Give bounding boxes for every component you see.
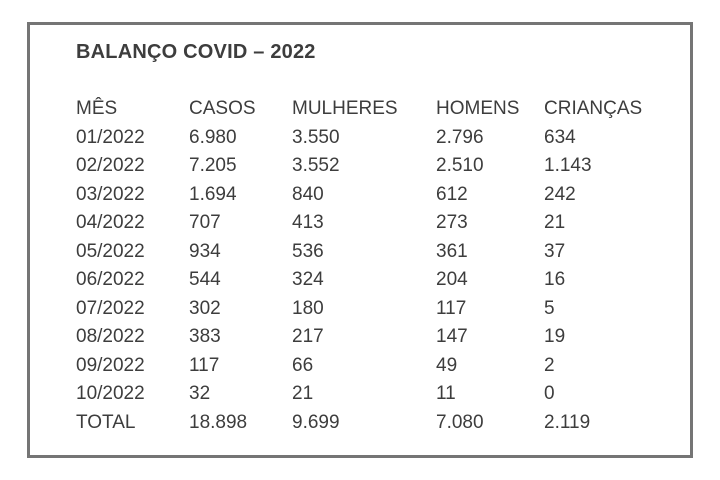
table-cell: 840: [292, 183, 324, 205]
table-cell: 19: [544, 326, 566, 347]
table-cell: 217: [292, 326, 324, 347]
table-cell: 04/2022: [76, 212, 145, 233]
table-cell: 117: [189, 354, 220, 376]
table-cell: 07/2022: [76, 297, 145, 319]
table-head: MÊS CASOS MULHERES HOMENS CRIANÇAS: [76, 95, 676, 124]
table-row: 03/2022 1.694 840 612 242: [76, 181, 676, 210]
table-cell: 324: [292, 269, 324, 290]
table-cell: 21: [544, 212, 566, 233]
table-cell: 2.119: [544, 411, 591, 433]
table-row: 06/2022 544 324 204 16: [76, 266, 676, 295]
table-row: 08/2022 383 217 147 19: [76, 323, 676, 352]
table-cell: 361: [436, 240, 468, 262]
table-row: 07/2022 302 180 117 5: [76, 295, 676, 324]
table-cell: 5: [544, 297, 555, 319]
table-cell: 09/2022: [76, 354, 145, 376]
table-cell: 32: [189, 383, 211, 404]
column-header: HOMENS: [436, 98, 520, 119]
table-cell: 1.694: [189, 183, 237, 205]
table-cell: 117: [436, 297, 467, 319]
table-cell: 413: [292, 212, 324, 233]
table-cell: 6.980: [189, 126, 237, 148]
table-cell: 10/2022: [76, 383, 145, 404]
table-cell: TOTAL: [76, 411, 136, 433]
table-cell: 18.898: [189, 411, 248, 433]
table-cell: 180: [292, 297, 324, 319]
table-cell: 544: [189, 269, 221, 290]
table-cell: 302: [189, 297, 221, 319]
column-header: MÊS: [76, 98, 118, 119]
table-cell: 03/2022: [76, 183, 145, 205]
column-header: CASOS: [189, 98, 256, 119]
table-row: TOTAL 18.898 9.699 7.080 2.119: [76, 409, 676, 438]
table-cell: 2: [544, 354, 555, 376]
table-cell: 2.510: [436, 155, 484, 176]
table-cell: 37: [544, 240, 566, 262]
table-cell: 383: [189, 326, 221, 347]
table-cell: 273: [436, 212, 468, 233]
table-cell: 2.796: [436, 126, 484, 148]
column-header: MULHERES: [292, 98, 398, 119]
table-cell: 3.550: [292, 126, 340, 148]
table-row: 05/2022 934 536 361 37: [76, 238, 676, 267]
table-body: 01/2022 6.980 3.550 2.796 634 02/2022 7.205 3.5…: [76, 124, 676, 438]
table-row: 01/2022 6.980 3.550 2.796 634: [76, 124, 676, 153]
table-frame: BALANÇO COVID – 2022 MÊS CASOS MULHERES HOM…: [27, 22, 693, 458]
table-cell: 9.699: [292, 411, 340, 433]
table-cell: 66: [292, 354, 314, 376]
document-title: BALANÇO COVID – 2022: [76, 41, 316, 63]
table-cell: 11: [436, 383, 456, 404]
table-cell: 08/2022: [76, 326, 145, 347]
table-row: 02/2022 7.205 3.552 2.510 1.143: [76, 152, 676, 181]
table-cell: 7.080: [436, 411, 484, 433]
table-cell: 1.143: [544, 155, 592, 176]
table-cell: 707: [189, 212, 221, 233]
table-cell: 01/2022: [76, 126, 145, 148]
covid-balance-table: MÊS CASOS MULHERES HOMENS CRIANÇAS 01/2022 6.…: [76, 95, 676, 437]
table-row: 04/2022 707 413 273 21: [76, 209, 676, 238]
table-cell: 204: [436, 269, 468, 290]
table-cell: 21: [292, 383, 314, 404]
table-cell: 147: [436, 326, 468, 347]
table-cell: 934: [189, 240, 221, 262]
table-cell: 634: [544, 126, 576, 148]
column-header: CRIANÇAS: [544, 98, 643, 119]
table-cell: 612: [436, 183, 468, 205]
table-cell: 05/2022: [76, 240, 145, 262]
table-row: 09/2022 117 66 49 2: [76, 352, 676, 381]
table-cell: 02/2022: [76, 155, 145, 176]
table-cell: 7.205: [189, 155, 237, 176]
table-header-row: MÊS CASOS MULHERES HOMENS CRIANÇAS: [76, 95, 676, 124]
table-cell: 0: [544, 383, 555, 404]
table-cell: 49: [436, 354, 458, 376]
table-cell: 06/2022: [76, 269, 145, 290]
table-cell: 16: [544, 269, 566, 290]
table-cell: 242: [544, 183, 576, 205]
table-cell: 536: [292, 240, 324, 262]
table-cell: 3.552: [292, 155, 340, 176]
table-row: 10/2022 32 21 11 0: [76, 380, 676, 409]
